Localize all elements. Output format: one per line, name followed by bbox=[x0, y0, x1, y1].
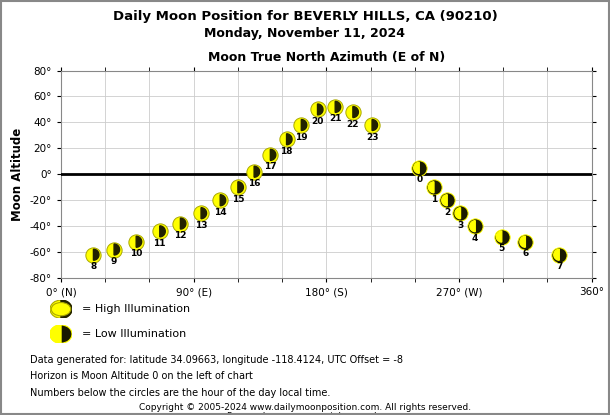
Polygon shape bbox=[270, 149, 276, 160]
Polygon shape bbox=[50, 325, 61, 343]
Text: 13: 13 bbox=[195, 221, 207, 230]
Text: 1: 1 bbox=[431, 195, 437, 204]
Polygon shape bbox=[554, 249, 559, 260]
Text: 23: 23 bbox=[366, 132, 378, 142]
Circle shape bbox=[50, 325, 72, 343]
Polygon shape bbox=[442, 195, 447, 206]
Polygon shape bbox=[287, 134, 292, 145]
Y-axis label: Moon Altitude: Moon Altitude bbox=[12, 128, 24, 221]
Text: 21: 21 bbox=[329, 115, 342, 123]
Text: 4: 4 bbox=[472, 234, 478, 243]
Polygon shape bbox=[238, 182, 243, 193]
Polygon shape bbox=[428, 182, 434, 193]
Polygon shape bbox=[455, 208, 461, 219]
Text: 2: 2 bbox=[444, 208, 450, 217]
Text: Copyright © 2005-2024 www.dailymoonposition.com. All rights reserved.: Copyright © 2005-2024 www.dailymoonposit… bbox=[139, 403, 471, 412]
Polygon shape bbox=[220, 195, 226, 206]
Polygon shape bbox=[317, 104, 323, 115]
Polygon shape bbox=[61, 300, 72, 318]
Text: 7: 7 bbox=[556, 262, 562, 271]
Text: 16: 16 bbox=[248, 179, 260, 188]
Polygon shape bbox=[181, 218, 186, 229]
Text: Data generated for: latitude 34.09663, longitude -118.4124, UTC Offset = -8: Data generated for: latitude 34.09663, l… bbox=[30, 355, 403, 365]
Text: 6: 6 bbox=[522, 249, 528, 258]
Text: 5: 5 bbox=[498, 244, 505, 253]
Polygon shape bbox=[470, 221, 475, 232]
Text: Daily Moon Position for BEVERLY HILLS, CA (90210): Daily Moon Position for BEVERLY HILLS, C… bbox=[113, 10, 497, 23]
Polygon shape bbox=[497, 231, 502, 242]
Text: 0: 0 bbox=[416, 175, 422, 184]
Text: 20: 20 bbox=[311, 117, 324, 126]
Polygon shape bbox=[520, 236, 525, 247]
Text: 19: 19 bbox=[295, 132, 307, 142]
Text: 12: 12 bbox=[174, 231, 187, 240]
Text: = High Illumination: = High Illumination bbox=[82, 304, 190, 314]
Polygon shape bbox=[160, 226, 165, 237]
Text: = Low Illumination: = Low Illumination bbox=[82, 329, 187, 339]
Text: 10: 10 bbox=[130, 249, 142, 258]
Text: Numbers below the circles are the hour of the day local time.: Numbers below the circles are the hour o… bbox=[30, 388, 331, 398]
Polygon shape bbox=[201, 208, 207, 219]
Text: 18: 18 bbox=[281, 147, 293, 156]
Text: 17: 17 bbox=[264, 162, 277, 171]
Polygon shape bbox=[254, 166, 260, 177]
Polygon shape bbox=[372, 120, 378, 131]
Text: 8: 8 bbox=[90, 262, 96, 271]
Text: Horizon is Moon Altitude 0 on the left of chart: Horizon is Moon Altitude 0 on the left o… bbox=[30, 371, 253, 381]
Text: 3: 3 bbox=[458, 221, 464, 230]
Text: 22: 22 bbox=[346, 120, 359, 129]
Text: Moon True North Azimuth (E of N): Moon True North Azimuth (E of N) bbox=[208, 51, 445, 64]
Text: Monday, November 11, 2024: Monday, November 11, 2024 bbox=[204, 27, 406, 40]
Circle shape bbox=[50, 300, 72, 318]
Polygon shape bbox=[336, 101, 341, 112]
Polygon shape bbox=[93, 249, 99, 260]
Text: Personal non commercial use only.: Personal non commercial use only. bbox=[227, 412, 383, 415]
Polygon shape bbox=[301, 120, 307, 131]
Text: 9: 9 bbox=[111, 257, 117, 266]
Text: 14: 14 bbox=[214, 208, 226, 217]
Text: 15: 15 bbox=[232, 195, 244, 204]
Polygon shape bbox=[114, 244, 120, 255]
Text: 11: 11 bbox=[154, 239, 166, 248]
Polygon shape bbox=[353, 107, 359, 117]
Polygon shape bbox=[414, 162, 419, 173]
Polygon shape bbox=[136, 236, 142, 247]
